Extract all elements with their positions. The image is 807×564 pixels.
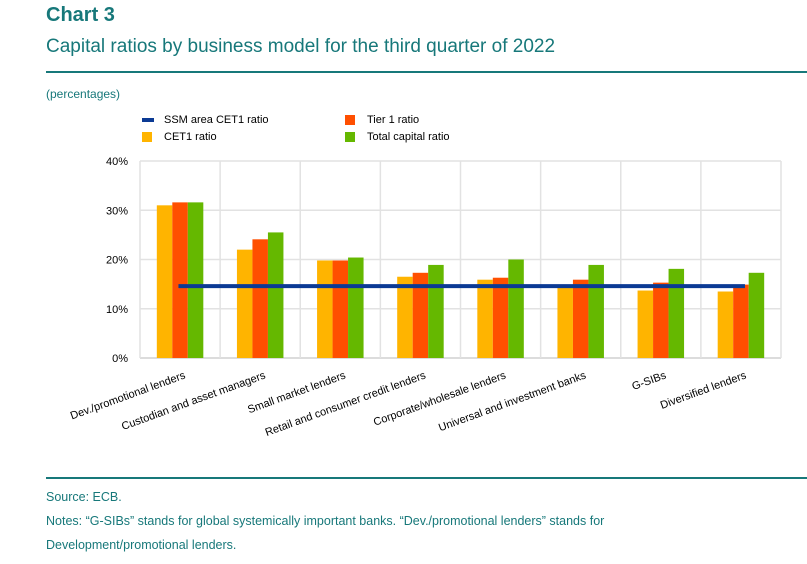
bar-tier-1-ratio xyxy=(172,202,188,358)
legend-item-ssm: SSM area CET1 ratio xyxy=(142,114,269,126)
x-tick-label: Diversified lenders xyxy=(659,369,749,411)
bar-tier-1-ratio xyxy=(412,272,429,358)
notes-line-2: Development/promotional lenders. xyxy=(46,538,237,552)
bar-cet1-ratio xyxy=(236,249,253,358)
y-tick-label: 20% xyxy=(106,255,128,267)
x-tick-label: G-SIBs xyxy=(630,369,668,393)
chart-number: Chart 3 xyxy=(46,4,115,26)
units-label: (percentages) xyxy=(46,87,121,101)
chart-title: Capital ratios by business model for the… xyxy=(46,36,556,57)
bar-cet1-ratio xyxy=(637,290,654,358)
legend-item-tier1: Tier 1 ratio xyxy=(345,114,419,126)
legend-label-tier1: Tier 1 ratio xyxy=(367,114,420,126)
bottom-divider xyxy=(46,477,807,479)
y-tick-label: 10% xyxy=(106,304,128,316)
legend-swatch-total xyxy=(345,132,355,142)
bar-tier-1-ratio xyxy=(733,284,749,358)
bar-total-capital-ratio xyxy=(348,257,364,358)
x-tick-label: Custodian and asset managers xyxy=(120,369,268,433)
bar-cet1-ratio xyxy=(557,286,573,358)
legend-swatch-ssm xyxy=(142,118,154,122)
legend-swatch-cet1 xyxy=(142,132,152,142)
legend-item-cet1: CET1 ratio xyxy=(142,131,217,143)
bar-cet1-ratio xyxy=(317,260,333,358)
x-tick-label: Corporate/wholesale lenders xyxy=(372,369,508,428)
y-tick-label: 40% xyxy=(106,156,128,168)
bar-chart: 0% 10% 20% 30% 40% Dev./promotional lendersC… xyxy=(69,156,782,439)
bar-total-capital-ratio xyxy=(748,272,765,358)
bar-cet1-ratio xyxy=(717,291,734,358)
bar-total-capital-ratio xyxy=(668,268,685,358)
bar-tier-1-ratio xyxy=(332,260,349,358)
source-note: Source: ECB. xyxy=(46,490,122,504)
top-divider xyxy=(46,71,807,73)
legend-label-total: Total capital ratio xyxy=(367,131,450,143)
y-tick-label: 0% xyxy=(112,353,128,365)
notes-line-1: Notes: “G-SIBs” stands for global system… xyxy=(46,514,605,528)
bar-total-capital-ratio xyxy=(588,264,604,358)
legend-label-ssm: SSM area CET1 ratio xyxy=(164,114,269,126)
legend-label-cet1: CET1 ratio xyxy=(164,131,217,143)
y-tick-label: 30% xyxy=(106,205,128,217)
bar-cet1-ratio xyxy=(156,205,173,358)
bar-total-capital-ratio xyxy=(428,264,444,358)
bar-total-capital-ratio xyxy=(187,202,204,358)
legend-item-total: Total capital ratio xyxy=(345,131,450,143)
bar-cet1-ratio xyxy=(477,279,493,358)
x-tick-label: Universal and investment banks xyxy=(437,369,588,434)
bar-tier-1-ratio xyxy=(252,239,268,358)
bar-tier-1-ratio xyxy=(653,282,669,358)
bar-total-capital-ratio xyxy=(508,259,524,358)
bar-tier-1-ratio xyxy=(492,277,509,358)
gridlines xyxy=(139,160,782,359)
bar-tier-1-ratio xyxy=(572,279,589,358)
legend-swatch-tier1 xyxy=(345,115,355,125)
bar-cet1-ratio xyxy=(397,276,413,358)
bar-total-capital-ratio xyxy=(267,232,284,358)
y-axis-ticks: 0% 10% 20% 30% 40% xyxy=(106,156,128,365)
